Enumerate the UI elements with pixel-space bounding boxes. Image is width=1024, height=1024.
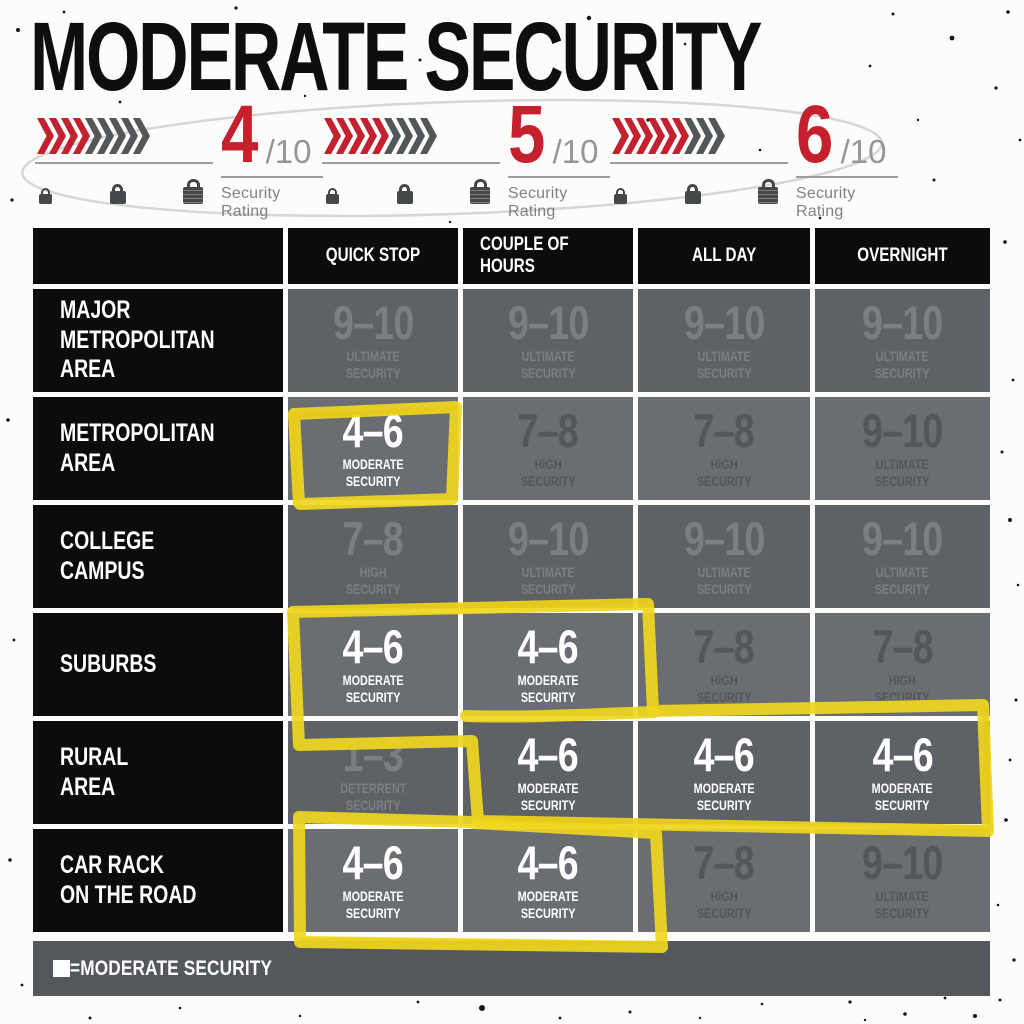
legend-swatch xyxy=(53,960,70,977)
cell: 9–10 ULTIMATE SECURITY xyxy=(815,505,990,608)
row-label-college-campus: COLLEGE CAMPUS xyxy=(33,505,283,608)
chevron-icon xyxy=(612,118,629,154)
cell-highlighted: 4–6 MODERATE SECURITY xyxy=(463,721,633,824)
rating-score: 6 xyxy=(796,88,833,180)
cell-highlighted: 4–6 MODERATE SECURITY xyxy=(288,397,458,500)
legend-bar: =MODERATE SECURITY xyxy=(33,941,990,996)
cell: 9–10 ULTIMATE SECURITY xyxy=(815,289,990,392)
rating-caption: Security Rating xyxy=(508,185,568,220)
padlock-large-icon xyxy=(183,179,203,204)
security-matrix-table: QUICK STOP COUPLE OF HOURS ALL DAY OVERN… xyxy=(33,228,990,932)
padlock-medium-icon xyxy=(684,184,701,204)
lock-icons xyxy=(35,164,213,204)
padlock-large-icon xyxy=(470,179,490,204)
cell: 7–8 HIGH SECURITY xyxy=(638,829,810,932)
chevron-icon xyxy=(37,118,54,154)
padlock-large-icon xyxy=(758,179,778,204)
lock-icons xyxy=(610,164,788,204)
cell: 9–10 ULTIMATE SECURITY xyxy=(638,289,810,392)
cell: 1–3 DETERRENT SECURITY xyxy=(288,721,458,824)
cell: 9–10 ULTIMATE SECURITY xyxy=(288,289,458,392)
row-label-major-metropolitan-area: MAJOR METROPOLITAN AREA xyxy=(33,289,283,392)
row-label-metropolitan-area: METROPOLITAN AREA xyxy=(33,397,283,500)
row-label-car-rack-on-the-road: CAR RACK ON THE ROAD xyxy=(33,829,283,932)
cell-highlighted: 4–6 MODERATE SECURITY xyxy=(638,721,810,824)
cell: 7–8 HIGH SECURITY xyxy=(638,397,810,500)
cell: 9–10 ULTIMATE SECURITY xyxy=(815,829,990,932)
page-title: MODERATE SECURITY xyxy=(30,2,762,111)
chevron-meter-icon xyxy=(35,102,213,154)
column-header-couple-of-hours: COUPLE OF HOURS xyxy=(463,228,633,284)
cell-highlighted: 4–6 MODERATE SECURITY xyxy=(288,829,458,932)
chevron-meter-icon xyxy=(610,102,788,154)
badge-5-meter xyxy=(322,102,500,221)
security-rating-badge-4: 4 /10 Security Rating xyxy=(35,88,323,220)
cell: 9–10 ULTIMATE SECURITY xyxy=(815,397,990,500)
rating-denominator: /10 xyxy=(552,133,599,170)
column-header-overnight: OVERNIGHT xyxy=(815,228,990,284)
column-header-quick-stop: QUICK STOP xyxy=(288,228,458,284)
cell-highlighted: 4–6 MODERATE SECURITY xyxy=(288,613,458,716)
cell-highlighted: 4–6 MODERATE SECURITY xyxy=(463,829,633,932)
row-label-suburbs: SUBURBS xyxy=(33,613,283,716)
rating-score: 5 xyxy=(508,88,545,180)
chevron-icon xyxy=(324,118,341,154)
chevron-meter-icon xyxy=(322,102,500,154)
cell: 9–10 ULTIMATE SECURITY xyxy=(463,289,633,392)
padlock-medium-icon xyxy=(396,184,413,204)
lock-icons xyxy=(322,164,500,204)
cell: 7–8 HIGH SECURITY xyxy=(288,505,458,608)
legend-text: =MODERATE SECURITY xyxy=(70,956,273,980)
cell: 9–10 ULTIMATE SECURITY xyxy=(638,505,810,608)
rating-score: 4 xyxy=(221,88,258,180)
cell: 7–8 HIGH SECURITY xyxy=(463,397,633,500)
row-label-rural-area: RURAL AREA xyxy=(33,721,283,824)
header-corner-cell xyxy=(33,228,283,284)
padlock-small-icon xyxy=(39,188,52,204)
cell: 7–8 HIGH SECURITY xyxy=(815,613,990,716)
badge-6-meter xyxy=(610,102,788,221)
cell: 7–8 HIGH SECURITY xyxy=(638,613,810,716)
rating-denominator: /10 xyxy=(840,133,887,170)
padlock-small-icon xyxy=(614,188,627,204)
badge-4-meter xyxy=(35,102,213,221)
cell-highlighted: 4–6 MODERATE SECURITY xyxy=(815,721,990,824)
rating-caption: Security Rating xyxy=(221,185,281,220)
rating-denominator: /10 xyxy=(265,133,312,170)
cell: 9–10 ULTIMATE SECURITY xyxy=(463,505,633,608)
security-rating-badge-5: 5 /10 Security Rating xyxy=(322,88,610,220)
padlock-medium-icon xyxy=(109,184,126,204)
cell-highlighted: 4–6 MODERATE SECURITY xyxy=(463,613,633,716)
padlock-small-icon xyxy=(326,188,339,204)
column-header-all-day: ALL DAY xyxy=(638,228,810,284)
rating-caption: Security Rating xyxy=(796,185,856,220)
security-rating-badge-6: 6 /10 Security Rating xyxy=(610,88,898,220)
